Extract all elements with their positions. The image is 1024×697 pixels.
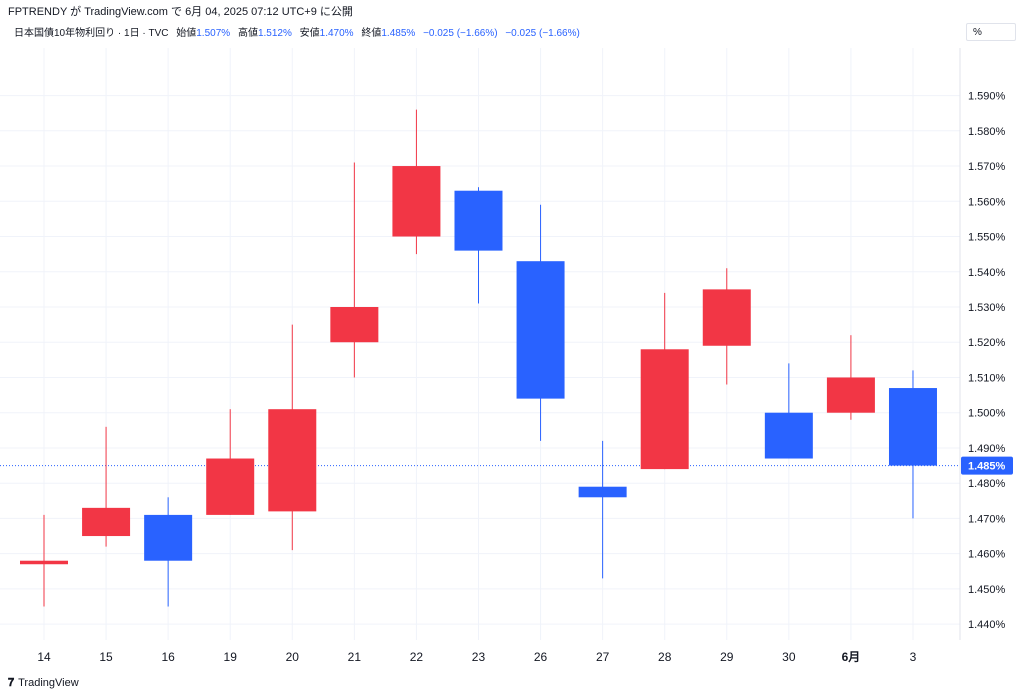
symbol-name: 日本国債10年物利回り · 1日 · TVC <box>14 28 169 39</box>
last-price-label: 1.485% <box>968 461 1006 473</box>
x-tick-label: 27 <box>596 650 610 664</box>
price-scale-unit-button[interactable]: % <box>966 23 1016 41</box>
y-tick-label: 1.450% <box>968 584 1006 596</box>
change-value-2: −0.025 (−1.66%) <box>505 28 580 39</box>
change-value: −0.025 (−1.66%) <box>423 28 498 39</box>
candle-body <box>268 409 317 512</box>
y-tick-label: 1.520% <box>968 337 1006 349</box>
y-tick-label: 1.510% <box>968 372 1006 384</box>
x-tick-label: 3 <box>910 650 917 664</box>
x-tick-label: 6月 <box>842 650 861 664</box>
candle-body <box>330 307 379 343</box>
close-label: 終値 <box>361 28 382 39</box>
open-value: 1.507% <box>196 28 231 39</box>
candle-body <box>516 261 565 399</box>
candle-body <box>454 190 503 251</box>
candle-body <box>764 412 813 459</box>
y-tick-label: 1.530% <box>968 302 1006 314</box>
y-tick-label: 1.460% <box>968 549 1006 561</box>
y-axis: 1.440% 1.450% 1.460% 1.470% 1.480% 1.490% 1.50… <box>968 91 1006 632</box>
y-tick-label: 1.590% <box>968 91 1006 103</box>
y-tick-label: 1.480% <box>968 478 1006 490</box>
open-label: 始値 <box>176 28 197 39</box>
candle-body <box>640 349 689 470</box>
candle-body <box>826 377 875 413</box>
x-tick-label: 14 <box>37 650 51 664</box>
y-tick-label: 1.550% <box>968 232 1006 244</box>
y-tick-label: 1.540% <box>968 267 1006 279</box>
candle-body <box>392 166 441 237</box>
y-tick-label: 1.580% <box>968 126 1006 138</box>
x-tick-label: 22 <box>410 650 424 664</box>
grid-lines <box>0 48 960 640</box>
last-price-badge <box>961 456 1013 475</box>
footer-brand: TradingView <box>18 677 79 689</box>
x-tick-label: 30 <box>782 650 796 664</box>
candle-body <box>578 486 627 498</box>
x-tick-label: 21 <box>348 650 362 664</box>
y-tick-label: 1.570% <box>968 161 1006 173</box>
high-value: 1.512% <box>257 28 292 39</box>
low-value: 1.470% <box>319 28 354 39</box>
high-label: 高値 <box>237 28 258 39</box>
close-value: 1.485% <box>381 28 416 39</box>
x-tick-label: 20 <box>286 650 300 664</box>
candle-body <box>144 514 193 561</box>
x-tick-label: 28 <box>658 650 672 664</box>
candle-body <box>20 560 68 565</box>
x-tick-label: 15 <box>99 650 113 664</box>
x-tick-label: 16 <box>161 650 175 664</box>
candle-body <box>888 388 937 466</box>
x-axis: 14 15 16 19 20 21 22 23 26 27 28 29 30 6月 3 <box>37 650 916 664</box>
candle-body <box>82 507 131 537</box>
tradingview-logo-icon: 𝟕 <box>8 677 15 689</box>
y-tick-label: 1.440% <box>968 619 1006 631</box>
publish-caption: FPTRENDY が TradingView.com で 6月 04, 2025… <box>8 6 353 18</box>
x-tick-label: 29 <box>720 650 734 664</box>
tradingview-footer: 𝟕 TradingView <box>8 677 79 690</box>
y-tick-label: 1.470% <box>968 513 1006 525</box>
candle-body <box>206 458 255 515</box>
y-tick-label: 1.560% <box>968 196 1006 208</box>
candle-body <box>702 289 751 346</box>
low-label: 安値 <box>299 28 320 39</box>
y-tick-label: 1.490% <box>968 443 1006 455</box>
x-tick-label: 26 <box>534 650 548 664</box>
y-tick-label: 1.500% <box>968 408 1006 420</box>
symbol-legend: 日本国債10年物利回り · 1日 · TVC 始値1.507% 高値1.512%… <box>14 24 580 39</box>
x-tick-label: 19 <box>224 650 238 664</box>
x-tick-label: 23 <box>472 650 486 664</box>
candles <box>20 109 937 607</box>
